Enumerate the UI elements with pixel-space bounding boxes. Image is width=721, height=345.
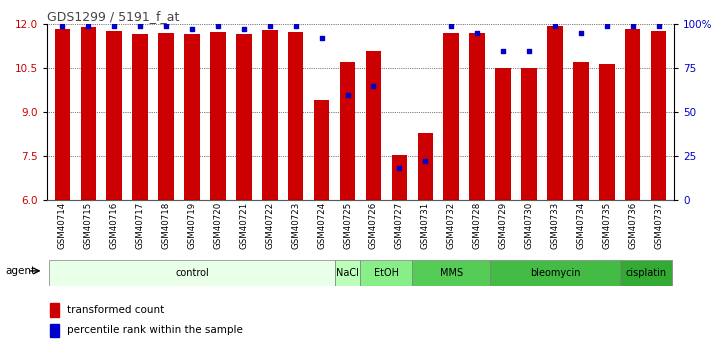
- Point: [212, 23, 224, 29]
- Bar: [392, 155, 407, 200]
- Bar: [340, 62, 355, 200]
- Text: agent: agent: [6, 266, 36, 276]
- Bar: [417, 132, 433, 200]
- Point: [186, 27, 198, 32]
- Text: EtOH: EtOH: [374, 268, 399, 278]
- Text: GSM40734: GSM40734: [576, 202, 585, 249]
- Bar: [50, 324, 59, 337]
- Bar: [335, 260, 360, 286]
- Text: GSM40728: GSM40728: [473, 202, 482, 249]
- Text: GSM40729: GSM40729: [498, 202, 508, 249]
- Text: GSM40727: GSM40727: [395, 202, 404, 249]
- Bar: [50, 304, 59, 317]
- Text: GSM40717: GSM40717: [136, 202, 145, 249]
- Text: GSM40721: GSM40721: [239, 202, 248, 249]
- Text: MMS: MMS: [440, 268, 463, 278]
- Bar: [288, 32, 304, 200]
- Text: control: control: [175, 268, 209, 278]
- Text: GDS1299 / 5191_f_at: GDS1299 / 5191_f_at: [47, 10, 180, 23]
- Bar: [50, 260, 335, 286]
- Bar: [547, 26, 562, 200]
- Point: [394, 166, 405, 171]
- Text: NaCl: NaCl: [336, 268, 359, 278]
- Text: GSM40736: GSM40736: [628, 202, 637, 249]
- Text: percentile rank within the sample: percentile rank within the sample: [66, 325, 242, 335]
- Point: [549, 23, 561, 29]
- Bar: [314, 100, 329, 200]
- Bar: [262, 30, 278, 200]
- Point: [523, 48, 535, 53]
- Bar: [133, 34, 148, 200]
- Text: GSM40732: GSM40732: [447, 202, 456, 249]
- Bar: [185, 33, 200, 200]
- Point: [420, 159, 431, 164]
- Text: transformed count: transformed count: [66, 305, 164, 315]
- Bar: [620, 260, 671, 286]
- Bar: [210, 32, 226, 200]
- Bar: [599, 64, 614, 200]
- Point: [108, 23, 120, 29]
- Text: GSM40725: GSM40725: [343, 202, 352, 249]
- Bar: [469, 33, 485, 200]
- Point: [472, 30, 483, 36]
- Point: [497, 48, 509, 53]
- Bar: [159, 33, 174, 200]
- Bar: [495, 68, 511, 200]
- Bar: [360, 260, 412, 286]
- Text: GSM40718: GSM40718: [162, 202, 171, 249]
- Text: GSM40715: GSM40715: [84, 202, 93, 249]
- Text: GSM40730: GSM40730: [524, 202, 534, 249]
- Bar: [490, 260, 620, 286]
- Bar: [366, 51, 381, 200]
- Text: GSM40726: GSM40726: [369, 202, 378, 249]
- Point: [264, 23, 275, 29]
- Bar: [521, 68, 536, 200]
- Text: bleomycin: bleomycin: [530, 268, 580, 278]
- Point: [601, 23, 613, 29]
- Text: GSM40714: GSM40714: [58, 202, 67, 249]
- Bar: [236, 34, 252, 200]
- Text: GSM40722: GSM40722: [265, 202, 274, 249]
- Bar: [81, 27, 96, 200]
- Point: [290, 23, 301, 29]
- Point: [57, 23, 68, 29]
- Point: [160, 23, 172, 29]
- Bar: [443, 33, 459, 200]
- Point: [653, 23, 664, 29]
- Bar: [412, 260, 490, 286]
- Text: GSM40723: GSM40723: [291, 202, 300, 249]
- Bar: [107, 31, 122, 200]
- Point: [134, 23, 146, 29]
- Point: [446, 23, 457, 29]
- Text: GSM40737: GSM40737: [654, 202, 663, 249]
- Point: [368, 83, 379, 89]
- Text: GSM40724: GSM40724: [317, 202, 326, 249]
- Text: cisplatin: cisplatin: [625, 268, 666, 278]
- Text: GSM40735: GSM40735: [602, 202, 611, 249]
- Point: [627, 23, 638, 29]
- Text: GSM40733: GSM40733: [550, 202, 559, 249]
- Point: [83, 23, 94, 29]
- Bar: [651, 31, 666, 200]
- Point: [575, 30, 587, 36]
- Bar: [573, 62, 588, 200]
- Text: GSM40731: GSM40731: [421, 202, 430, 249]
- Point: [342, 92, 353, 97]
- Text: GSM40716: GSM40716: [110, 202, 119, 249]
- Point: [316, 36, 327, 41]
- Point: [238, 27, 249, 32]
- Bar: [55, 29, 70, 200]
- Bar: [625, 29, 640, 200]
- Text: GSM40719: GSM40719: [187, 202, 197, 249]
- Text: GSM40720: GSM40720: [213, 202, 223, 249]
